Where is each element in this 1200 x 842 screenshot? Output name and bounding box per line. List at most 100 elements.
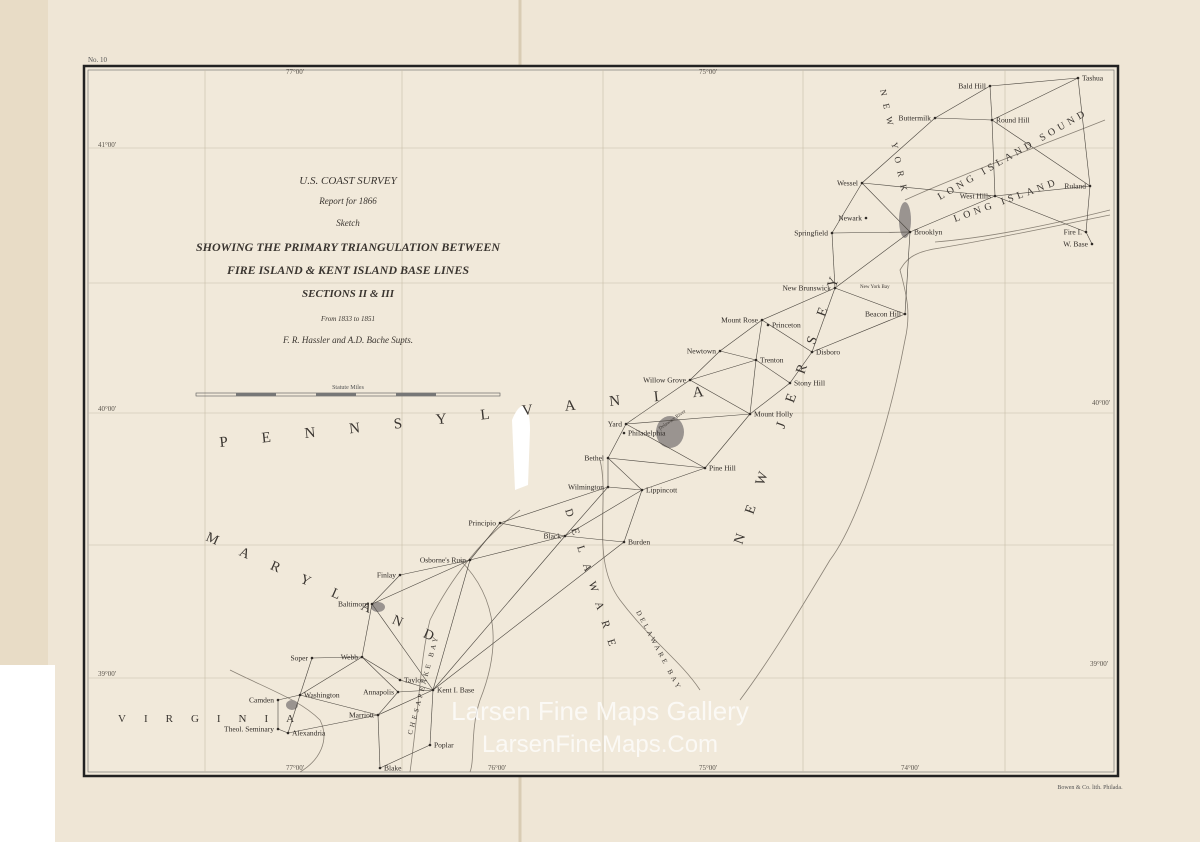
paper-tear: [512, 406, 530, 490]
station-label: Newtown: [687, 347, 716, 356]
station-point: [276, 727, 280, 731]
triangulation-line: [311, 656, 363, 659]
station-label: Newark: [838, 214, 862, 223]
station-point: [933, 116, 937, 120]
region-label: VIRGINIA: [118, 713, 312, 725]
station-point: [830, 231, 834, 235]
triangulation-line: [469, 535, 566, 561]
triangulation-line: [379, 744, 431, 769]
station-label: Wilmington: [568, 483, 604, 492]
triangulation-line: [397, 689, 434, 693]
station-point: [766, 323, 770, 327]
station-point: [563, 534, 567, 538]
sheet-number: No. 10: [88, 56, 108, 64]
triangulation-line: [831, 232, 836, 289]
triangulation-line: [277, 728, 289, 734]
triangulation-line: [564, 535, 625, 543]
triangulation-line: [719, 350, 757, 361]
station-label: Blake: [384, 764, 402, 773]
triangulation-line: [623, 489, 643, 543]
station-point: [376, 713, 380, 717]
triangulation-line: [499, 486, 609, 524]
graticule-label: 75°00': [699, 764, 717, 772]
title-line: FIRE ISLAND & KENT ISLAND BASE LINES: [226, 263, 469, 277]
station-label: Principio: [469, 519, 497, 528]
triangulation-line: [371, 559, 471, 605]
station-point: [1076, 76, 1080, 80]
triangulation-line: [989, 85, 993, 121]
station-label: Theol. Seminary: [224, 725, 274, 734]
triangulation-line: [277, 694, 301, 701]
station-point: [310, 656, 314, 660]
station-point: [378, 766, 382, 770]
triangulation-line: [564, 489, 643, 537]
station-point: [903, 312, 907, 316]
triangulation-line: [625, 413, 751, 425]
triangulation-line: [811, 313, 906, 353]
station-point: [286, 731, 290, 735]
graticule-label: 77°00': [286, 68, 304, 76]
triangulation-line: [287, 714, 379, 734]
page-corner: [0, 665, 55, 842]
triangulation-line: [755, 319, 763, 361]
triangulation-line: [1085, 185, 1091, 233]
triangulation-line: [625, 423, 706, 469]
region-label: New York Bay: [860, 285, 890, 290]
triangulation-line: [904, 231, 911, 315]
coastlines: [229, 119, 1111, 773]
triangulation-line: [287, 694, 301, 734]
title-line: Sketch: [336, 218, 360, 228]
triangulation-line: [991, 77, 1079, 121]
station-label: Poplar: [434, 741, 454, 750]
graticule-label: 40°00': [98, 405, 116, 413]
station-point: [833, 286, 837, 290]
triangulation-line: [361, 656, 401, 681]
graticule-label: 39°00': [1090, 660, 1108, 668]
station-label: Beacon Hill: [865, 310, 901, 319]
triangulation-line: [861, 182, 996, 197]
triangulation-line: [1085, 231, 1093, 245]
station-point: [398, 678, 402, 682]
triangulation-line: [689, 350, 721, 381]
map-inner-frame: [87, 69, 1115, 773]
station-point: [908, 230, 912, 234]
station-point: [864, 216, 868, 220]
triangulation-line: [469, 522, 501, 561]
station-point: [1088, 184, 1092, 188]
triangulation-line: [934, 85, 991, 119]
station-label: Mount Rose: [721, 316, 759, 325]
triangulation-line: [991, 119, 996, 197]
station-point: [276, 698, 280, 702]
station-point: [640, 488, 644, 492]
graticule-label: 75°00': [699, 68, 717, 76]
station-point: [990, 118, 994, 122]
station-label: Camden: [249, 696, 274, 705]
station-label: Disboro: [816, 348, 840, 357]
station-label: W. Base: [1063, 240, 1088, 249]
triangulation-line: [371, 574, 401, 605]
watermark: LarsenFineMaps.Com: [482, 731, 718, 758]
station-label: Bethel: [584, 454, 604, 463]
station-label: Fire I.: [1064, 228, 1082, 237]
station-point: [370, 602, 374, 606]
station-label: Tashua: [1082, 74, 1104, 83]
station-label: Springfield: [794, 229, 828, 238]
triangulation-line: [607, 486, 643, 491]
watermark: Larsen Fine Maps Gallery: [451, 696, 749, 726]
station-point: [754, 358, 758, 362]
imprint: Bowen & Co. lith. Philada.: [1057, 785, 1123, 791]
station-label: Annapolis: [363, 688, 394, 697]
triangulation-line: [607, 457, 706, 469]
station-label: Buttermilk: [899, 114, 932, 123]
triangulation-line: [834, 231, 911, 289]
triangulation-line: [564, 486, 609, 537]
triangulation-line: [934, 117, 993, 121]
triangulation-line: [989, 77, 1079, 87]
triangulation-line: [831, 182, 863, 234]
station-label: Willow Grove: [643, 376, 686, 385]
title-line: F. R. Hassler and A.D. Bache Supts.: [282, 335, 413, 345]
triangulation-line: [789, 351, 813, 384]
station-point: [431, 688, 435, 692]
